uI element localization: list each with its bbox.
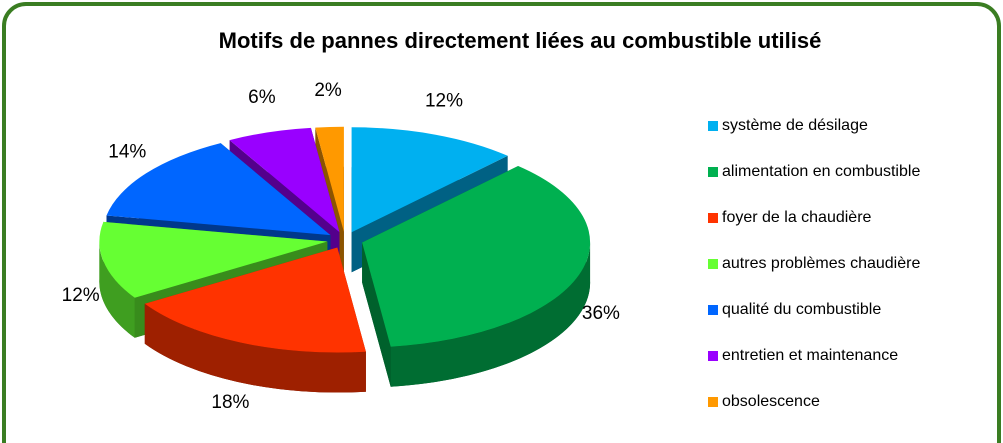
slice-top [106, 143, 331, 236]
slice-top [351, 127, 508, 233]
slice-side [390, 242, 591, 387]
legend-swatch [708, 305, 718, 315]
slice-top [362, 166, 591, 347]
chart-title: Motifs de pannes directement liées au co… [219, 28, 822, 53]
slice-wall [362, 242, 391, 387]
legend-label: autres problèmes chaudière [722, 255, 920, 272]
legend-swatch [708, 213, 718, 223]
legend-label: système de désilage [722, 117, 868, 134]
slice-side [99, 241, 135, 338]
data-label: 2% [314, 80, 342, 101]
data-label: 18% [211, 392, 249, 413]
legend-swatch [708, 121, 718, 131]
data-label: 14% [108, 141, 146, 162]
data-label: 12% [425, 90, 463, 111]
legend-swatch [708, 259, 718, 269]
data-label: 36% [582, 303, 620, 324]
slice-top [99, 221, 328, 298]
slice-top [315, 126, 344, 232]
legend-swatch [708, 397, 718, 407]
legend-label: foyer de la chaudière [722, 209, 872, 226]
legend-swatch [708, 351, 718, 361]
slice-side [144, 303, 366, 393]
data-label: 6% [248, 87, 276, 108]
slice-top [229, 127, 340, 233]
slice-top [144, 247, 366, 353]
legend-label: alimentation en combustible [722, 163, 920, 180]
slice [362, 166, 591, 387]
legend-label: qualité du combustible [722, 301, 881, 318]
legend-label: entretien et maintenance [722, 347, 898, 364]
legend-swatch [708, 167, 718, 177]
slice [144, 247, 366, 393]
legend-label: obsolescence [722, 393, 820, 410]
data-label: 12% [62, 285, 100, 306]
